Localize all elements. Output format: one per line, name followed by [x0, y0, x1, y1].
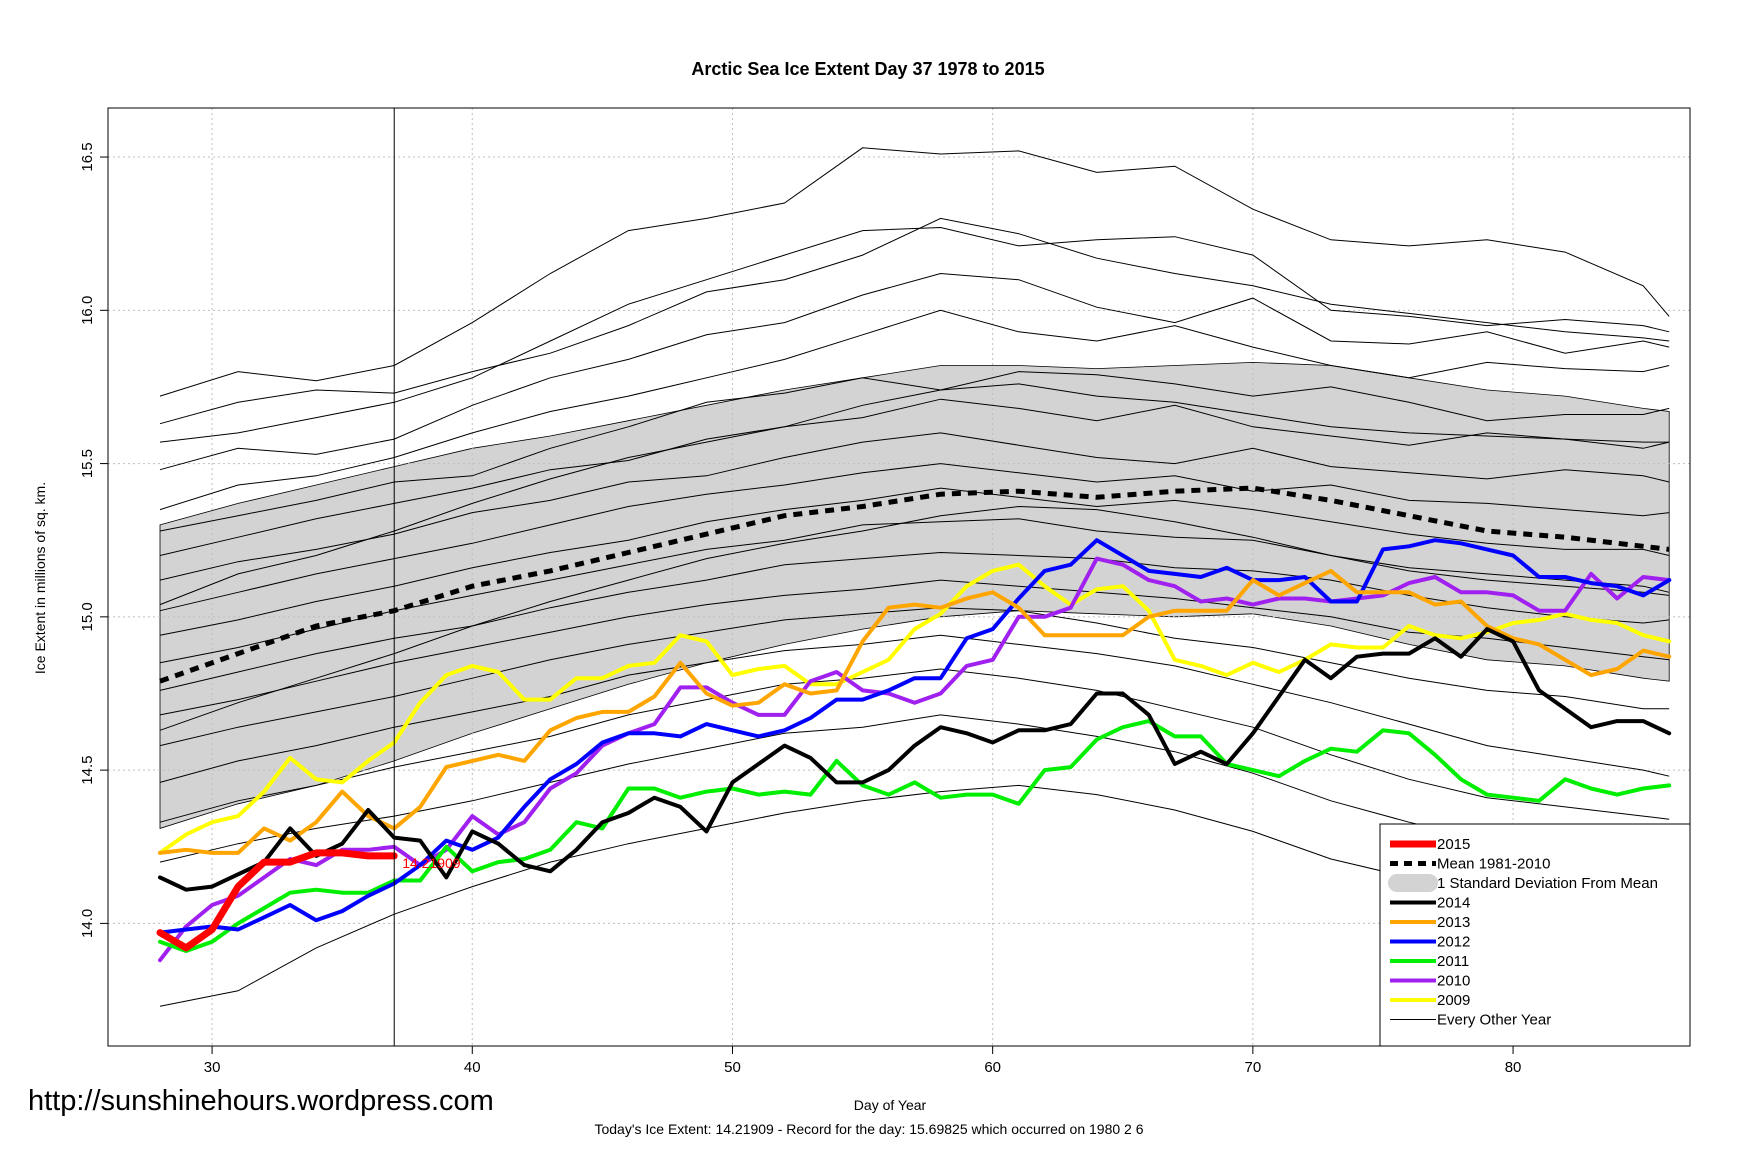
legend: 2015 Mean 1981-2010 1 Standard Deviation F… — [1379, 823, 1691, 1047]
other-year-line — [159, 383, 1670, 606]
other-year-line — [159, 217, 1670, 425]
current-value-label: 14.21909 — [402, 855, 461, 871]
watermark-url: http://sunshinehours.wordpress.com — [28, 1085, 494, 1117]
legend-label: Mean 1981-2010 — [1437, 856, 1550, 873]
legend-box — [1379, 823, 1691, 1047]
series-line-2009 — [158, 562, 1672, 855]
other-year-line — [159, 634, 1670, 783]
y-tick-label: 14.0 — [79, 909, 96, 938]
x-tick-label: 30 — [204, 1059, 221, 1076]
x-tick-label: 60 — [984, 1059, 1001, 1076]
legend-label: Every Other Year — [1437, 1012, 1551, 1029]
series-line-2012 — [158, 538, 1672, 935]
legend-label: 2013 — [1437, 914, 1470, 931]
footer-info: Today's Ice Extent: 14.21909 - Record fo… — [594, 1121, 1144, 1137]
y-axis-label: Ice Extent in millions of sq. km. — [32, 482, 48, 674]
y-tick-label: 14.5 — [79, 756, 96, 785]
grid-layer — [108, 108, 1690, 1046]
axes-layer: 14.21909 30 40 50 60 70 80 14.0 14.5 15.0 15.5 16.0… — [79, 107, 1691, 1076]
other-year-line — [159, 432, 1670, 581]
other-year-line — [159, 226, 1670, 443]
legend-label: 2014 — [1437, 895, 1470, 912]
series-line-2011 — [158, 719, 1672, 953]
legend-label: 2010 — [1437, 973, 1470, 990]
x-tick-label: 70 — [1245, 1059, 1262, 1076]
std-dev-band — [159, 361, 1670, 829]
highlighted-series-layer — [156, 538, 1672, 963]
x-axis-label: Day of Year — [854, 1097, 927, 1113]
legend-label: 2009 — [1437, 992, 1470, 1009]
mean-line-layer — [159, 485, 1670, 684]
series-line-2014 — [158, 627, 1672, 892]
legend-swatch — [1388, 874, 1438, 892]
legend-label: 2015 — [1437, 836, 1470, 853]
series-line-2015 — [156, 849, 398, 952]
other-year-line — [159, 487, 1670, 636]
other-year-line — [159, 309, 1670, 511]
legend-label: 2011 — [1437, 953, 1469, 970]
legend-label: 2012 — [1437, 934, 1470, 951]
series-line-2013 — [158, 568, 1672, 855]
other-year-line — [159, 505, 1670, 731]
other-year-line — [159, 147, 1670, 397]
y-tick-label: 15.5 — [79, 449, 96, 478]
mean-line — [159, 485, 1670, 684]
y-tick-label: 16.0 — [79, 296, 96, 325]
other-year-line — [159, 518, 1670, 664]
other-year-line — [159, 272, 1670, 471]
std-dev-band-layer — [159, 361, 1670, 829]
other-year-line — [159, 398, 1670, 556]
other-year-line — [159, 668, 1670, 823]
other-year-line — [159, 463, 1670, 612]
y-tick-label: 15.0 — [79, 602, 96, 631]
chart-title: Arctic Sea Ice Extent Day 37 1978 to 201… — [691, 59, 1044, 79]
x-tick-label: 50 — [724, 1059, 741, 1076]
series-line-2010 — [158, 556, 1672, 963]
x-tick-label: 40 — [464, 1059, 481, 1076]
plot-frame — [107, 107, 1691, 1047]
x-tick-label: 80 — [1505, 1059, 1522, 1076]
y-tick-label: 16.5 — [79, 142, 96, 171]
legend-label: 1 Standard Deviation From Mean — [1437, 875, 1658, 892]
